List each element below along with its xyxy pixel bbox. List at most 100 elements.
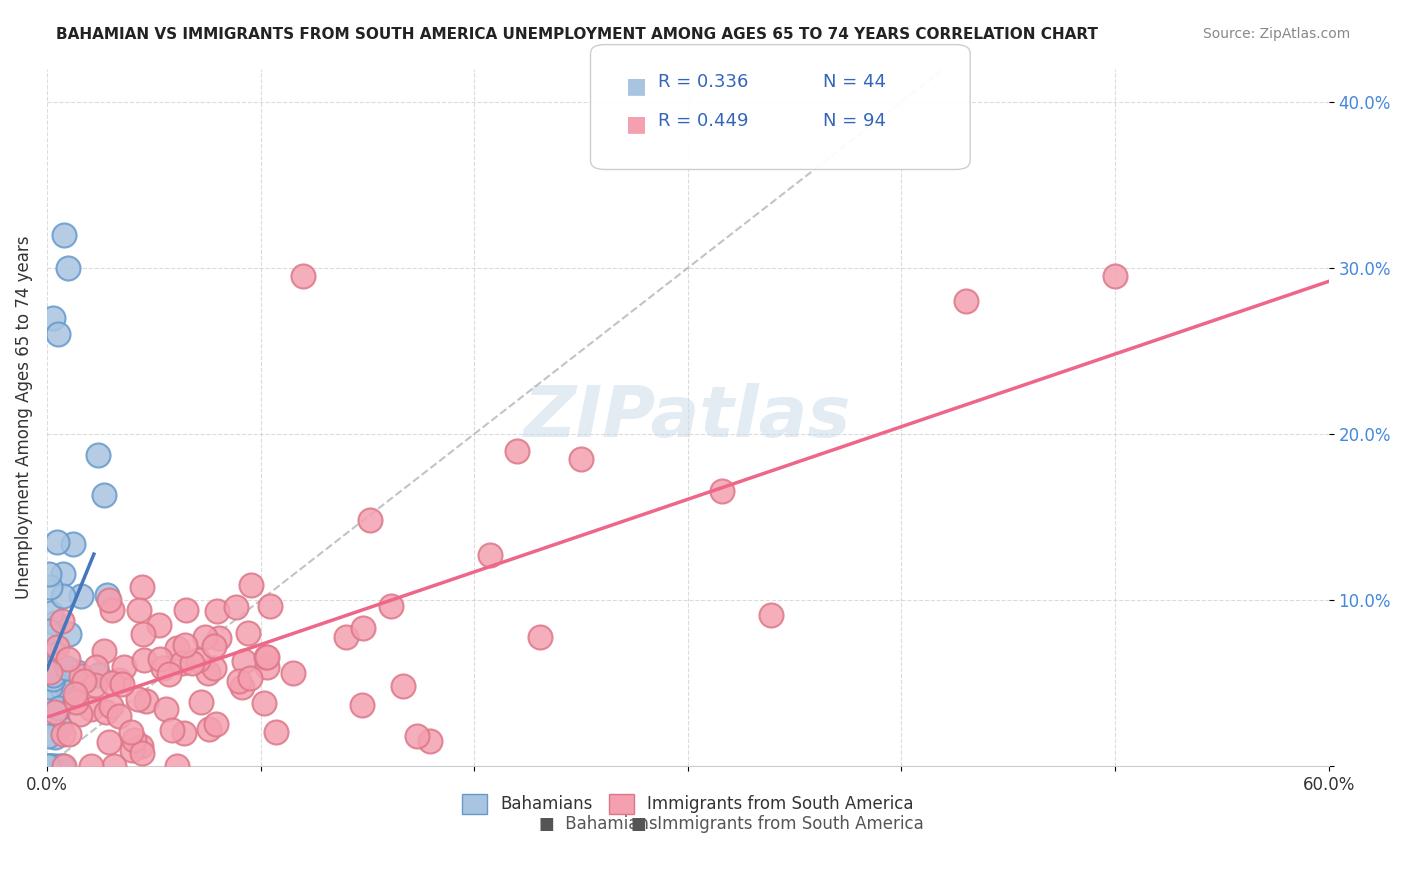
Point [52,589,75,603]
Point [38,624,60,639]
Point [101,602,124,616]
Point [56,652,79,666]
Point [87,667,110,681]
Point [711,483,734,498]
Point [225,600,247,615]
Point [73,674,96,689]
Point [100,699,122,714]
Point [97,593,120,607]
Point [122,733,145,747]
Point [39,759,62,773]
Point [406,729,429,743]
Text: ■: ■ [626,114,647,134]
Point [37,759,59,773]
Point [101,676,124,690]
Point [129,739,152,753]
Point [955,294,977,309]
Point [228,673,250,688]
Point [380,599,402,613]
Point [166,640,188,655]
Point [256,650,278,665]
Text: ■  Immigrants from South America: ■ Immigrants from South America [631,815,924,833]
Point [39,580,62,594]
Point [42,668,65,682]
Point [38,696,60,710]
Point [202,661,225,675]
Point [131,581,153,595]
Point [204,717,226,731]
Point [198,723,221,737]
Point [52,566,75,581]
Point [53,759,76,773]
Point [107,709,129,723]
Point [46,327,69,342]
Point [51,614,73,628]
Point [208,631,231,645]
Point [56,682,79,697]
Point [48,720,70,734]
Point [190,695,212,709]
Text: N = 94: N = 94 [823,112,886,129]
Point [149,651,172,665]
Point [111,677,134,691]
Text: R = 0.336: R = 0.336 [658,73,748,91]
Text: ■  Bahamians: ■ Bahamians [538,815,658,833]
Point [39,680,62,694]
Point [132,653,155,667]
Point [48,701,70,715]
Point [761,608,783,623]
Point [80,759,103,773]
Point [66,665,89,680]
Point [478,548,501,562]
Text: Source: ZipAtlas.com: Source: ZipAtlas.com [1202,27,1350,41]
Point [93,488,115,502]
Point [98,735,121,749]
Point [38,759,60,773]
Point [80,702,103,716]
Point [264,725,287,739]
Point [283,666,305,681]
Point [96,588,118,602]
Point [53,227,76,242]
Point [44,730,66,744]
Point [292,269,315,284]
Point [52,727,75,741]
Point [65,688,87,702]
Text: ZIPatlas: ZIPatlas [524,383,852,452]
Point [62,537,84,551]
Point [207,604,229,618]
Point [58,727,80,741]
Point [152,661,174,675]
Point [86,448,108,462]
Point [352,621,374,635]
Point [51,759,73,773]
Point [160,723,183,737]
Point [148,618,170,632]
Point [38,665,60,679]
Point [170,656,193,670]
Point [418,734,440,748]
Point [38,566,60,581]
Point [42,672,65,686]
Point [392,679,415,693]
Point [132,627,155,641]
Point [166,759,188,773]
Point [233,654,256,668]
Point [37,648,59,663]
Point [37,729,59,743]
Point [70,589,93,603]
Point [335,630,357,644]
Point [44,706,66,720]
Point [55,661,77,675]
Point [39,607,62,621]
Point [236,626,259,640]
Point [63,691,86,706]
Point [52,682,75,697]
Point [239,671,262,685]
Point [157,667,180,681]
Point [529,630,551,644]
Point [231,680,253,694]
Point [44,615,66,630]
Point [127,692,149,706]
Point [204,639,226,653]
